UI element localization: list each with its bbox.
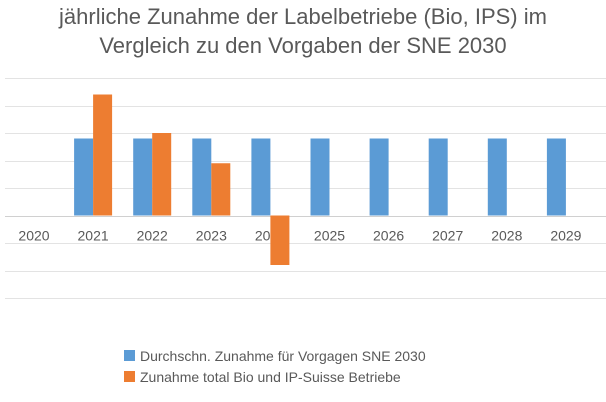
x-tick-2027: 2027 bbox=[432, 228, 463, 244]
x-tick-2029: 2029 bbox=[550, 228, 581, 244]
legend-label-actual: Zunahme total Bio und IP-Suisse Betriebe bbox=[140, 368, 401, 385]
chart-title-line-2: Vergleich zu den Vorgaben der SNE 2030 bbox=[99, 33, 507, 58]
legend-item-actual: Zunahme total Bio und IP-Suisse Betriebe bbox=[124, 366, 426, 387]
bar-actual-2022 bbox=[152, 133, 172, 216]
legend: Durchschn. Zunahme für Vorgagen SNE 2030… bbox=[124, 345, 426, 387]
x-tick-2023: 2023 bbox=[196, 228, 227, 244]
bar-target-2025 bbox=[310, 138, 330, 216]
bar-target-2023 bbox=[192, 138, 212, 216]
x-tick-2020: 2020 bbox=[18, 228, 49, 244]
bar-target-2026 bbox=[369, 138, 389, 216]
x-tick-2021: 2021 bbox=[78, 228, 109, 244]
chart-title: jährliche Zunahme der Labelbetriebe (Bio… bbox=[0, 2, 606, 60]
bar-target-2029 bbox=[546, 138, 566, 216]
bar-target-2021 bbox=[74, 138, 94, 216]
legend-swatch-orange bbox=[124, 371, 135, 382]
bar-target-2024 bbox=[251, 138, 271, 216]
x-tick-2022: 2022 bbox=[137, 228, 168, 244]
x-tick-labels: 2020202120222023202420252026202720282029… bbox=[18, 228, 581, 244]
bar-chart-plot: 2020202120222023202420252026202720282029… bbox=[5, 78, 606, 299]
x-tick-2026: 2026 bbox=[373, 228, 404, 244]
bar-target-2022 bbox=[133, 138, 153, 216]
bar-actual-2023 bbox=[211, 163, 231, 216]
legend-item-target: Durchschn. Zunahme für Vorgagen SNE 2030 bbox=[124, 345, 426, 366]
bar-actual-2024 bbox=[270, 215, 290, 265]
bar-actual-2021 bbox=[93, 94, 113, 216]
chart-title-line-1: jährliche Zunahme der Labelbetriebe (Bio… bbox=[59, 4, 547, 29]
bar-target-2028 bbox=[487, 138, 507, 216]
legend-label-target: Durchschn. Zunahme für Vorgagen SNE 2030 bbox=[140, 347, 426, 364]
bar-target-2027 bbox=[428, 138, 448, 216]
x-tick-2028: 2028 bbox=[491, 228, 522, 244]
x-tick-2025: 2025 bbox=[314, 228, 345, 244]
bars bbox=[74, 94, 566, 265]
legend-swatch-blue bbox=[124, 350, 135, 361]
